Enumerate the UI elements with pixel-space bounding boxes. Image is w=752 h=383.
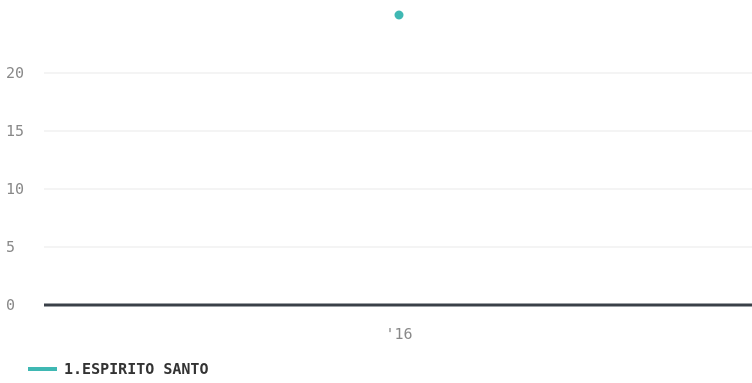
y-tick-label: 20 [6, 64, 24, 82]
y-tick-label: 10 [6, 180, 24, 198]
y-axis-ticks: 0 5 10 15 20 [6, 64, 24, 314]
data-point[interactable] [394, 10, 404, 20]
legend-label: 1.ESPIRITO SANTO [64, 360, 209, 378]
legend-item[interactable]: 1.ESPIRITO SANTO [28, 360, 209, 378]
x-tick-label: '16 [385, 325, 412, 343]
series-layer [394, 10, 404, 20]
series [394, 10, 404, 20]
x-axis-ticks: '16 [385, 325, 412, 343]
y-tick-label: 15 [6, 122, 24, 140]
y-tick-label: 5 [6, 238, 15, 256]
grid-lines [44, 72, 752, 248]
legend[interactable]: 1.ESPIRITO SANTO [28, 360, 209, 378]
y-tick-label: 0 [6, 296, 15, 314]
